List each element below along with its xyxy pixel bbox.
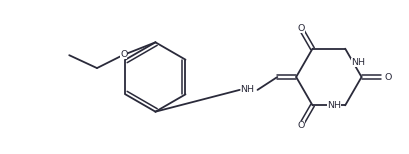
Text: NH: NH	[326, 101, 340, 110]
Text: O: O	[297, 24, 305, 33]
Text: O: O	[297, 121, 305, 130]
Text: NH: NH	[351, 58, 364, 67]
Text: O: O	[384, 73, 391, 81]
Text: NH: NH	[240, 85, 254, 94]
Text: O: O	[120, 50, 127, 59]
